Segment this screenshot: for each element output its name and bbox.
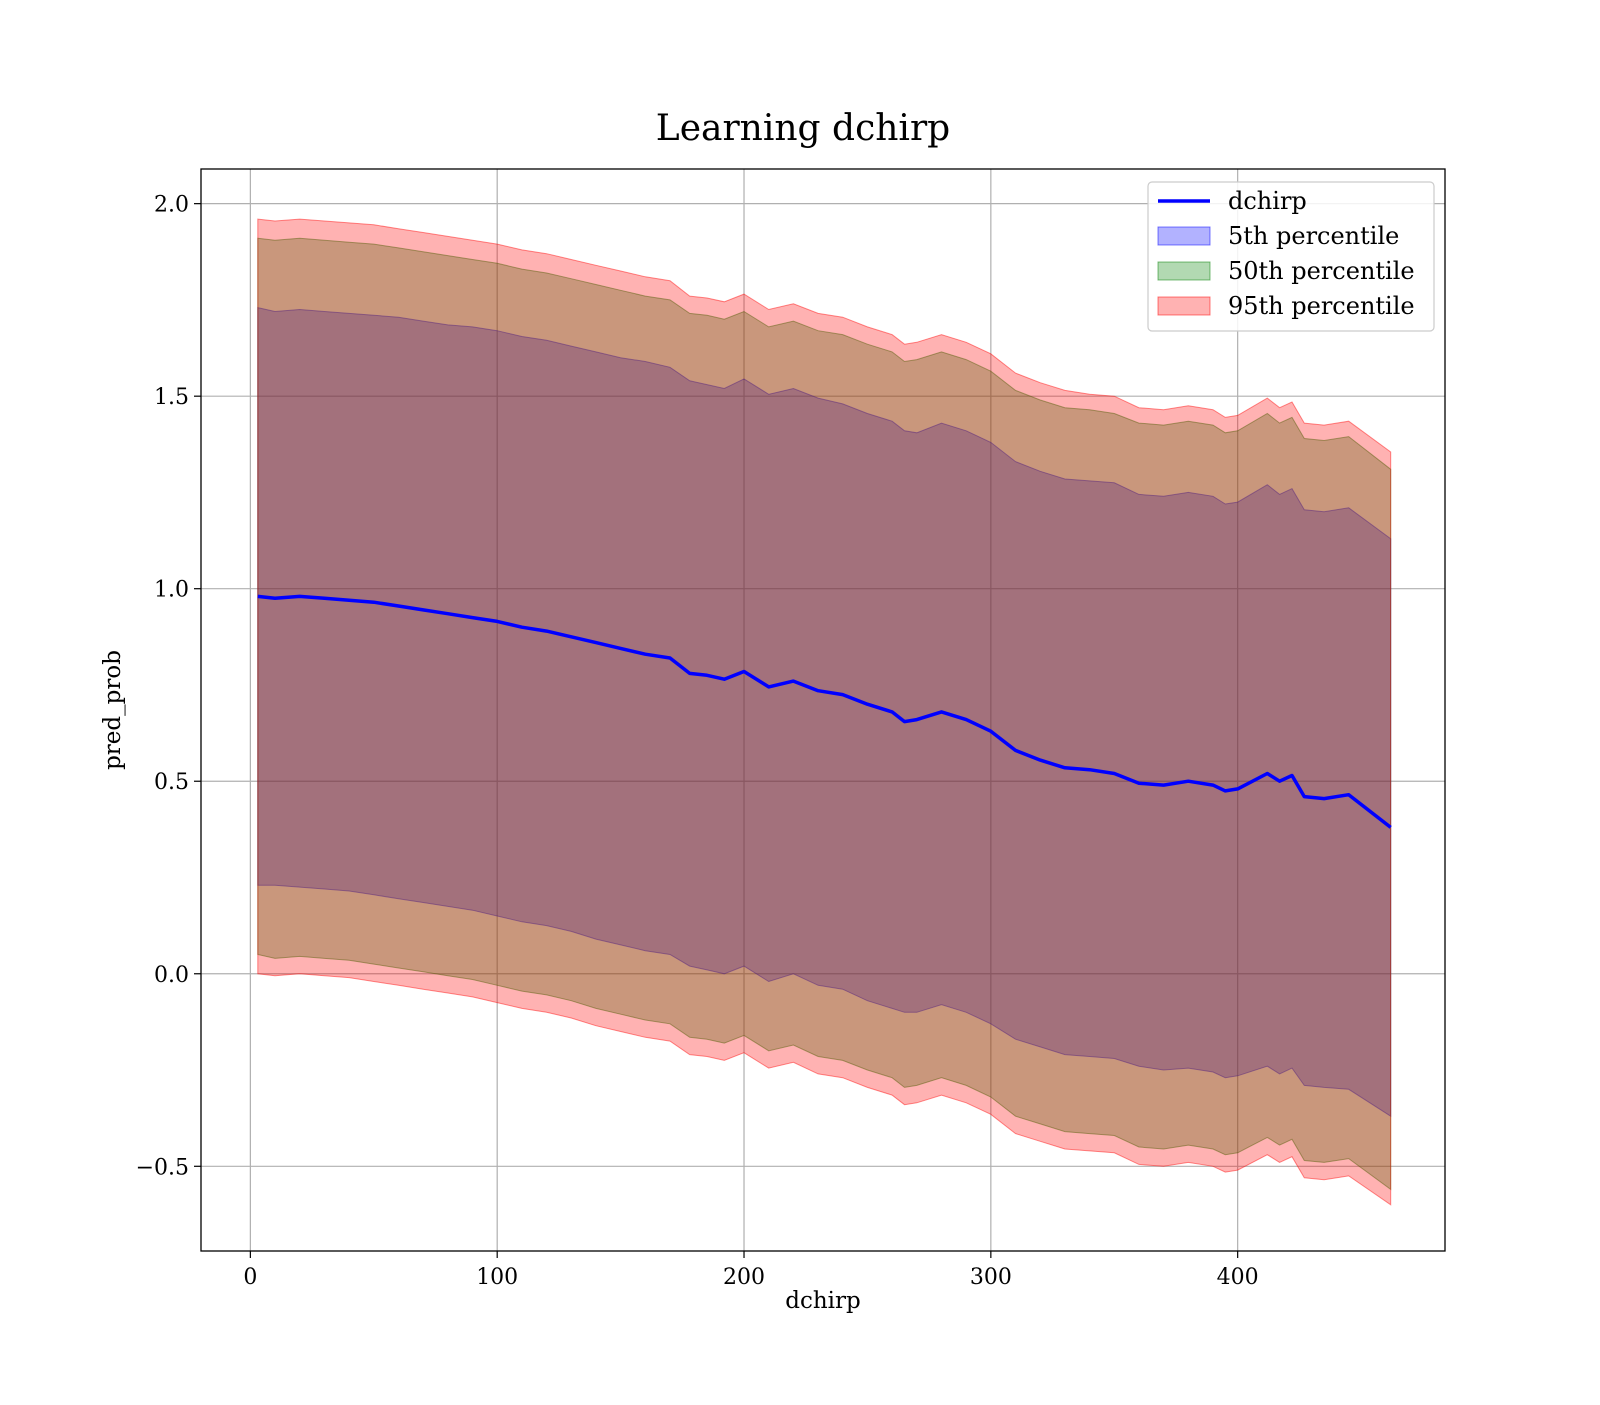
y-tick-label: 0.0 [154,963,189,988]
x-tick-label: 400 [1217,1265,1259,1290]
legend-swatch-95th-percentile [1157,296,1211,316]
y-tick-label: 2.0 [154,193,189,218]
y-tick-label: −0.5 [136,1155,189,1180]
legend-label-5th-percentile: 5th percentile [1228,222,1399,250]
percentile-bands [257,218,1392,1206]
legend-label-50th-percentile: 50th percentile [1228,257,1415,285]
band-95th-percentile [257,218,1392,1206]
chart-title: Learning dchirp [656,108,950,149]
line-dchirp [257,594,1392,829]
band-5th-percentile [257,306,1392,1118]
band-50th-percentile [257,237,1392,1191]
legend-box [1147,181,1435,332]
y-tick-label: 0.5 [154,770,189,795]
x-tick-label: 300 [970,1265,1012,1290]
x-axis-label: dchirp [785,1288,861,1314]
legend-label-dchirp: dchirp [1228,187,1307,215]
legend-swatch-5th-percentile [1157,226,1211,246]
legend-label-95th-percentile: 95th percentile [1228,292,1415,320]
y-tick-label: 1.5 [154,385,189,410]
plot-frame [200,168,1446,1252]
y-axis-label: pred_prob [100,650,126,770]
x-tick-label: 100 [476,1265,518,1290]
y-tick-label: 1.0 [154,578,189,603]
legend-swatch-50th-percentile [1157,261,1211,281]
x-tick-label: 0 [243,1265,257,1290]
x-tick-label: 200 [723,1265,765,1290]
legend: dchirp 5th percentile 50th percentile 95… [1147,181,1435,332]
series-lines [257,594,1392,829]
axis-ticks: 0 100 200 300 400 −0.5 0.0 0.5 1.0 1.5 2.0 [136,193,1259,1290]
